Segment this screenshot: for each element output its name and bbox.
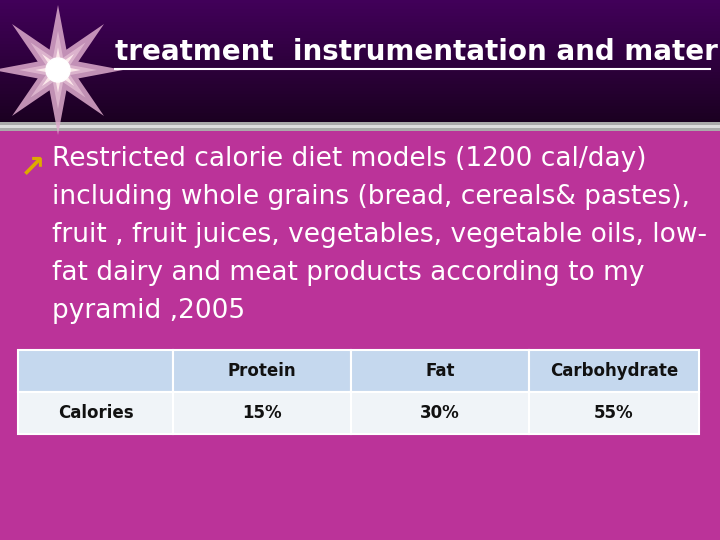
Bar <box>0 12 720 16</box>
Bar <box>0 109 720 112</box>
Bar <box>0 68 720 72</box>
Bar <box>0 122 720 125</box>
Text: treatment  instrumentation and materials :: treatment instrumentation and materials … <box>115 38 720 66</box>
Circle shape <box>46 58 70 82</box>
Text: 30%: 30% <box>420 404 460 422</box>
Bar <box>0 50 720 53</box>
Bar <box>0 15 720 19</box>
Text: including whole grains (bread, cereals& pastes),: including whole grains (bread, cereals& … <box>52 184 690 210</box>
Bar <box>0 56 720 59</box>
Bar <box>0 118 720 122</box>
Text: pyramid ,2005: pyramid ,2005 <box>52 298 245 324</box>
Text: Carbohydrate: Carbohydrate <box>550 362 678 380</box>
Bar <box>0 3 720 6</box>
Bar <box>529 392 699 434</box>
Bar <box>173 350 351 392</box>
Text: Fat: Fat <box>426 362 455 380</box>
Bar <box>351 392 529 434</box>
Bar <box>0 9 720 12</box>
Bar <box>0 125 720 128</box>
Bar <box>0 78 720 81</box>
Bar <box>0 71 720 75</box>
Bar <box>0 112 720 116</box>
Bar <box>18 392 173 434</box>
Bar <box>0 37 720 40</box>
Text: fat dairy and meat products according to my: fat dairy and meat products according to… <box>52 260 644 286</box>
Bar <box>0 75 720 78</box>
Text: Calories: Calories <box>58 404 133 422</box>
Bar <box>529 350 699 392</box>
Text: Restricted calorie diet models (1200 cal/day): Restricted calorie diet models (1200 cal… <box>52 146 647 172</box>
Bar <box>0 28 720 31</box>
Bar <box>0 65 720 69</box>
Bar <box>0 96 720 100</box>
Text: 15%: 15% <box>242 404 282 422</box>
Polygon shape <box>19 31 97 109</box>
Text: ↗: ↗ <box>20 154 45 183</box>
Bar <box>173 392 351 434</box>
Bar <box>0 40 720 44</box>
Bar <box>0 84 720 87</box>
Bar <box>0 106 720 110</box>
Bar <box>0 128 720 540</box>
Bar <box>18 350 173 392</box>
Bar <box>0 43 720 47</box>
Bar <box>0 31 720 35</box>
Bar <box>0 103 720 106</box>
Bar <box>0 99 720 103</box>
Bar <box>0 59 720 63</box>
Text: 55%: 55% <box>594 404 634 422</box>
Bar <box>351 350 529 392</box>
Bar <box>0 24 720 28</box>
Polygon shape <box>46 58 70 82</box>
Bar <box>0 0 720 3</box>
Bar <box>0 22 720 25</box>
Text: Protein: Protein <box>228 362 297 380</box>
Bar <box>0 6 720 9</box>
Bar <box>0 115 720 119</box>
Bar <box>0 93 720 97</box>
Bar <box>0 87 720 91</box>
Bar <box>0 46 720 50</box>
Bar <box>0 18 720 22</box>
Bar <box>0 52 720 56</box>
Bar <box>0 81 720 84</box>
Bar <box>0 62 720 66</box>
Polygon shape <box>0 5 123 135</box>
Bar <box>0 90 720 94</box>
Polygon shape <box>35 47 81 93</box>
Bar <box>0 122 720 131</box>
Bar <box>0 34 720 37</box>
Text: fruit , fruit juices, vegetables, vegetable oils, low-: fruit , fruit juices, vegetables, vegeta… <box>52 222 707 248</box>
